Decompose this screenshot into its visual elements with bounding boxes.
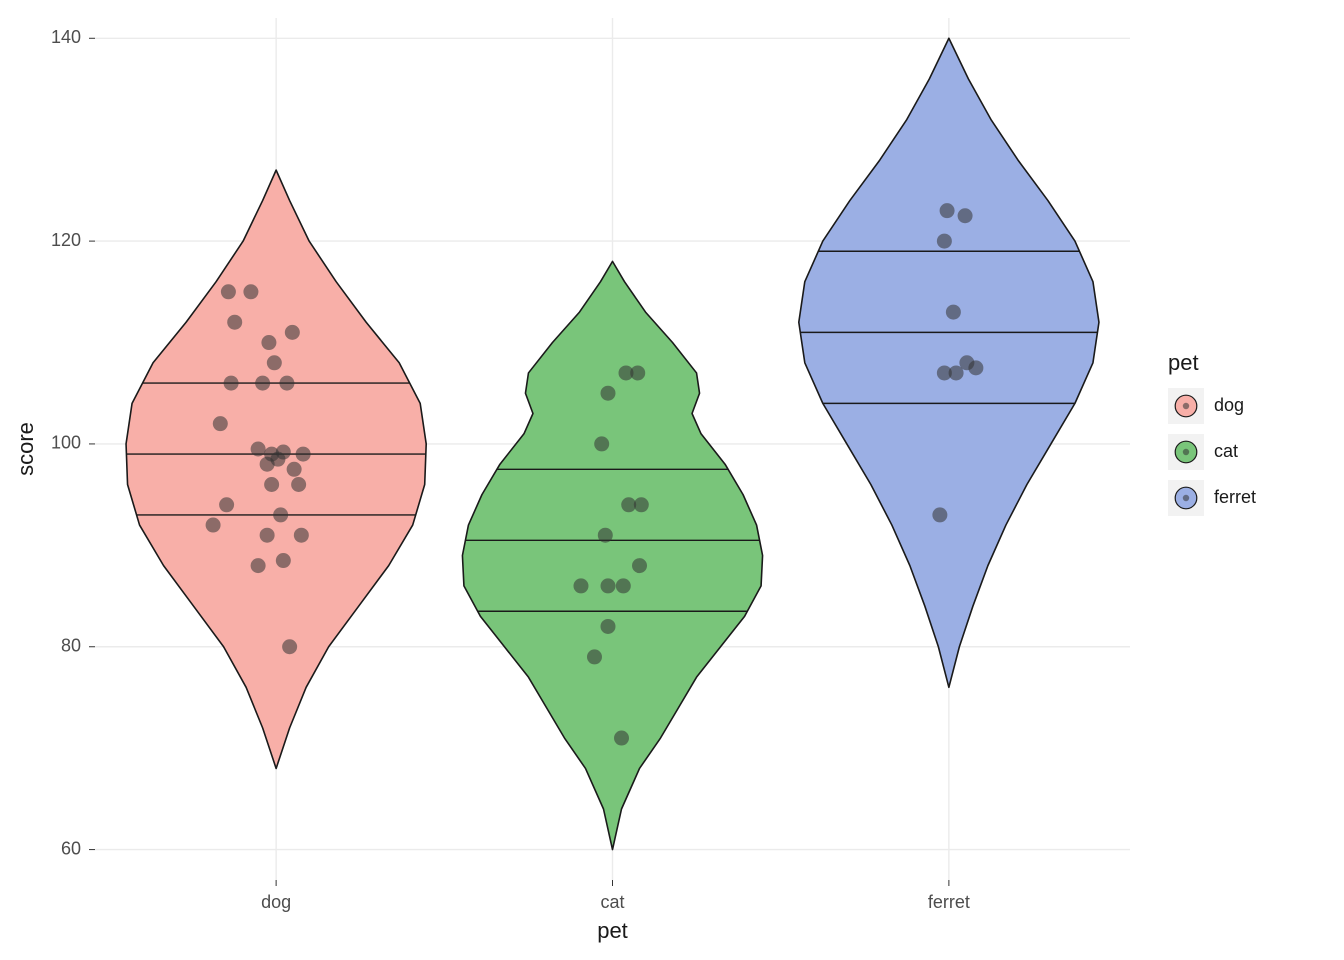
data-point — [206, 518, 221, 533]
y-tick-label: 100 — [51, 433, 81, 453]
y-axis-title: score — [13, 422, 38, 476]
legend-label: cat — [1214, 441, 1238, 461]
data-point — [600, 578, 615, 593]
data-point — [267, 355, 282, 370]
data-point — [260, 528, 275, 543]
data-point — [251, 442, 266, 457]
data-point — [276, 553, 291, 568]
legend-label: dog — [1214, 395, 1244, 415]
data-point — [632, 558, 647, 573]
data-point — [251, 558, 266, 573]
data-point — [573, 578, 588, 593]
data-point — [600, 386, 615, 401]
data-point — [219, 497, 234, 512]
data-point — [261, 335, 276, 350]
data-point — [968, 360, 983, 375]
violin-chart: 6080100120140dogcatferretpetscorepetdogc… — [0, 0, 1344, 960]
x-tick-label: dog — [261, 892, 291, 912]
data-point — [285, 325, 300, 340]
data-point — [932, 507, 947, 522]
data-point — [279, 376, 294, 391]
legend-label: ferret — [1214, 487, 1256, 507]
data-point — [598, 528, 613, 543]
data-point — [614, 731, 629, 746]
x-tick-label: cat — [600, 892, 624, 912]
y-tick-label: 60 — [61, 838, 81, 858]
data-point — [600, 619, 615, 634]
data-point — [616, 578, 631, 593]
data-point — [255, 376, 270, 391]
x-tick-label: ferret — [928, 892, 970, 912]
x-axis-title: pet — [597, 918, 628, 943]
data-point — [940, 203, 955, 218]
chart-svg: 6080100120140dogcatferretpetscorepetdogc… — [0, 0, 1344, 960]
legend-title: pet — [1168, 350, 1199, 375]
data-point — [958, 208, 973, 223]
data-point — [264, 477, 279, 492]
data-point — [937, 234, 952, 249]
data-point — [270, 452, 285, 467]
y-tick-label: 80 — [61, 636, 81, 656]
data-point — [634, 497, 649, 512]
data-point — [243, 284, 258, 299]
data-point — [224, 376, 239, 391]
data-point — [946, 305, 961, 320]
data-point — [282, 639, 297, 654]
legend-dot — [1183, 495, 1189, 501]
legend-dot — [1183, 449, 1189, 455]
data-point — [594, 436, 609, 451]
y-tick-label: 140 — [51, 27, 81, 47]
data-point — [221, 284, 236, 299]
data-point — [213, 416, 228, 431]
data-point — [949, 365, 964, 380]
legend: petdog cat ferret — [1168, 350, 1256, 516]
data-point — [273, 507, 288, 522]
data-point — [291, 477, 306, 492]
data-point — [227, 315, 242, 330]
data-point — [587, 649, 602, 664]
data-point — [630, 365, 645, 380]
data-point — [287, 462, 302, 477]
legend-dot — [1183, 403, 1189, 409]
y-tick-label: 120 — [51, 230, 81, 250]
data-point — [296, 447, 311, 462]
data-point — [294, 528, 309, 543]
